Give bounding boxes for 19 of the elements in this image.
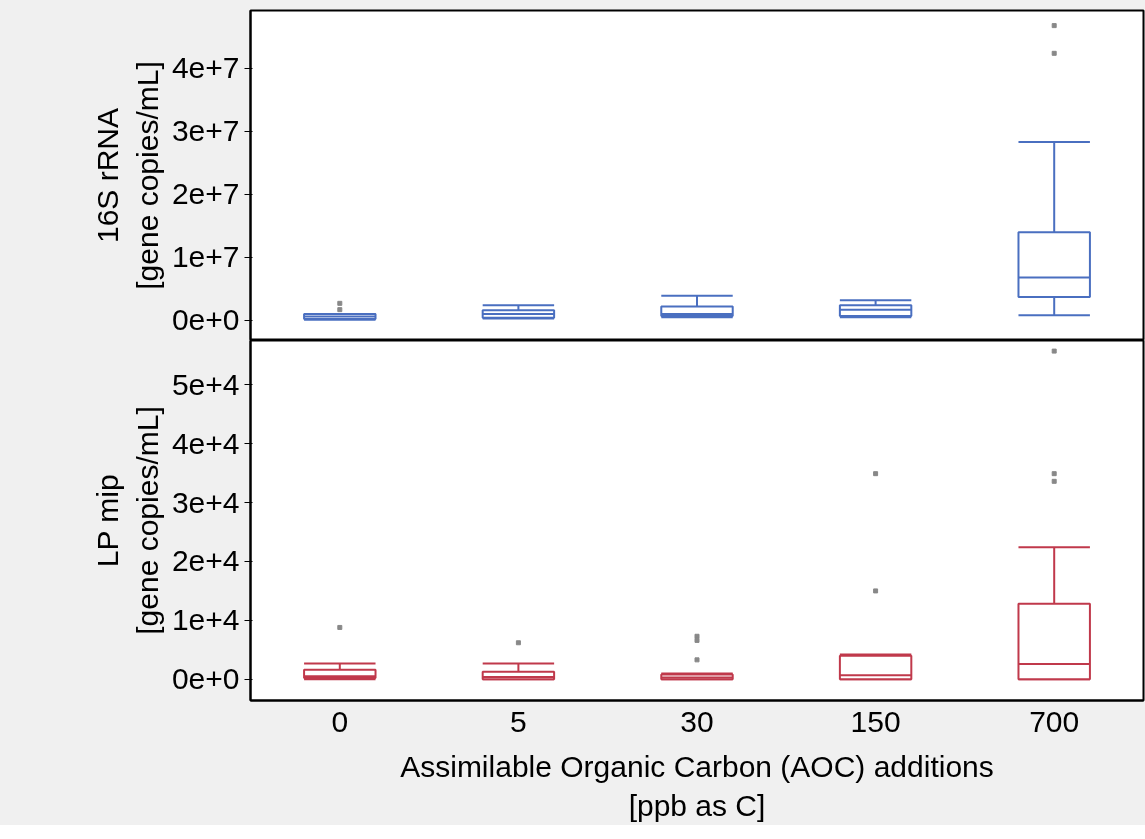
x-tick-label: 5: [510, 704, 527, 738]
y-tick-label: 1e+7: [171, 240, 240, 274]
x-axis-title: Assimilable Organic Carbon (AOC) additions [ppb as C]: [400, 749, 994, 823]
y-tick-label: 1e+4: [171, 603, 240, 637]
y-axis-title: 16S rRNA [gene copies/mL]: [91, 61, 164, 290]
x-tick-label: 30: [680, 704, 714, 738]
y-tick-label: 3e+7: [171, 114, 240, 148]
y-tick-label: 4e+4: [171, 426, 240, 460]
y-tick-label: 4e+7: [171, 51, 240, 85]
x-tick-label: 0: [331, 704, 349, 738]
x-tick-label: 150: [850, 704, 901, 738]
x-tick-label: 700: [1029, 704, 1080, 738]
y-tick-label: 0e+0: [171, 303, 240, 337]
y-tick-label: 5e+4: [171, 367, 240, 401]
y-tick-label: 2e+4: [171, 544, 240, 578]
y-tick-label: 3e+4: [171, 485, 240, 519]
y-tick-label: 0e+0: [171, 662, 240, 696]
y-axis-title: LP mip [gene copies/mL]: [91, 406, 164, 635]
y-tick-label: 2e+7: [171, 177, 240, 211]
